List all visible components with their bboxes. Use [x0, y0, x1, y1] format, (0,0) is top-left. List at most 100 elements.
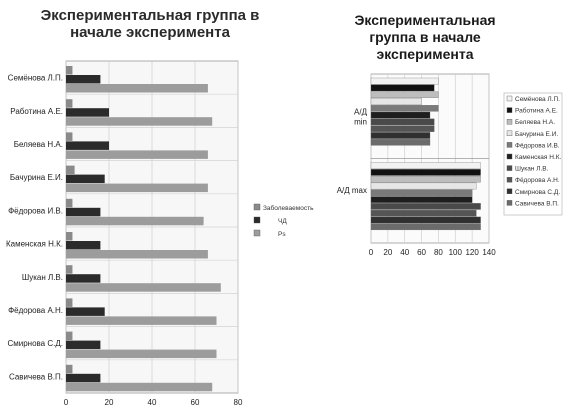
right-legend-label: Беляева Н.А. — [515, 119, 555, 126]
right-bar — [370, 139, 431, 146]
left-category-label: Бачурина Е.И. — [10, 173, 63, 182]
left-x-tick-label: 80 — [234, 398, 243, 407]
right-legend-label: Каменская Н.К. — [515, 154, 562, 161]
left-category-label: Смирнова С.Д. — [7, 339, 63, 348]
right-bar — [370, 223, 481, 231]
right-legend-swatch — [506, 153, 513, 160]
left-category-label: Семёнова Л.П. — [8, 74, 63, 83]
right-legend-swatch — [506, 107, 513, 113]
left-bar — [66, 307, 105, 316]
left-x-tick-label: 20 — [105, 398, 114, 407]
right-bar — [370, 175, 481, 183]
right-legend-box — [503, 92, 563, 216]
left-legend-label: ЧД — [278, 218, 287, 225]
left-bar — [66, 66, 73, 75]
left-bar — [66, 183, 208, 193]
left-category-label: Шукан Л.В. — [22, 273, 63, 282]
right-x-tick-label: 120 — [465, 248, 479, 257]
left-bar — [66, 349, 217, 359]
right-legend-swatch — [506, 165, 513, 171]
right-bar — [370, 118, 435, 126]
left-legend-swatch — [253, 229, 261, 237]
left-bar — [66, 232, 73, 241]
left-bar — [66, 364, 73, 374]
left-bar — [66, 99, 73, 108]
left-bar — [66, 331, 73, 341]
left-x-tick-label: 60 — [191, 398, 200, 407]
right-legend-label: Смирнова С.Д. — [515, 189, 560, 196]
left-bar — [66, 241, 101, 250]
left-category-label: Фёдорова А.Н. — [8, 306, 63, 315]
right-legend-swatch — [506, 95, 513, 102]
right-category-label: А/Д — [354, 107, 368, 116]
left-category-label: Работина А.Е. — [10, 107, 63, 116]
left-bar — [66, 340, 101, 350]
right-category-label: А/Д max — [337, 186, 367, 195]
right-legend-label: Семёнова Л.П. — [515, 96, 560, 103]
right-bar — [370, 203, 481, 210]
left-bar — [66, 373, 101, 383]
left-bar — [66, 117, 213, 126]
right-x-tick-label: 20 — [383, 248, 392, 257]
left-bar — [66, 382, 213, 392]
right-bar — [370, 91, 439, 98]
left-legend-label: Ps — [278, 231, 286, 238]
left-legend-swatch — [253, 216, 261, 224]
right-category-label: min — [354, 117, 367, 126]
right-legend-swatch — [506, 188, 513, 195]
left-bar — [66, 250, 208, 259]
left-bar — [66, 174, 105, 184]
right-legend-swatch — [506, 130, 513, 137]
right-legend-swatch — [506, 176, 513, 183]
right-legend-label: Савичева В.П. — [515, 200, 559, 207]
right-bar — [370, 189, 473, 197]
right-bar — [370, 84, 435, 92]
left-bar — [66, 198, 73, 208]
right-bar — [370, 162, 481, 169]
left-bar — [66, 274, 101, 283]
right-x-tick-label: 100 — [449, 248, 463, 257]
right-x-tick-label: 80 — [434, 248, 443, 257]
right-legend-label: Бачурина Е.И. — [515, 131, 558, 138]
right-bar — [370, 216, 481, 224]
left-bar — [66, 165, 75, 175]
left-legend-label: Заболеваемость — [263, 204, 314, 212]
left-chart-title: Экспериментальная группа в начале экспер… — [40, 7, 260, 41]
right-legend-label: Фёдорова И.В. — [515, 142, 560, 149]
left-bar — [66, 207, 101, 217]
left-x-tick-label: 40 — [148, 398, 157, 407]
left-legend-swatch — [253, 203, 261, 211]
right-legend-label: Фёдорова А.Н. — [515, 177, 560, 184]
right-bar — [370, 105, 439, 112]
right-x-tick-label: 40 — [400, 248, 409, 257]
left-bar — [66, 216, 204, 226]
left-bar — [66, 150, 208, 159]
left-category-label: Фёдорова И.В. — [8, 206, 63, 215]
right-legend-label: Шукан Л.В. — [515, 166, 549, 173]
right-bar — [370, 196, 473, 203]
right-bar — [370, 77, 439, 85]
right-bar — [370, 182, 477, 190]
left-category-label: Савичева В.П. — [9, 372, 63, 381]
left-bar — [66, 84, 208, 93]
left-bar — [66, 75, 101, 84]
left-bar — [66, 265, 73, 274]
right-legend-swatch — [506, 142, 513, 148]
right-bar — [370, 209, 477, 217]
left-category-label: Беляева Н.А. — [14, 140, 63, 149]
left-x-tick-label: 0 — [64, 398, 69, 407]
left-category-label: Каменская Н.К. — [6, 240, 63, 249]
right-bar — [370, 111, 431, 119]
right-legend-swatch — [506, 200, 513, 206]
left-bar — [66, 283, 221, 292]
right-bar — [370, 132, 431, 139]
left-bar — [66, 316, 217, 325]
left-bar — [66, 141, 109, 150]
right-x-tick-label: 140 — [482, 248, 496, 257]
left-bar — [66, 108, 109, 117]
right-bar — [370, 98, 422, 105]
right-chart-title: Экспериментальная группа в начале экспер… — [354, 12, 496, 62]
left-bar — [66, 132, 73, 141]
